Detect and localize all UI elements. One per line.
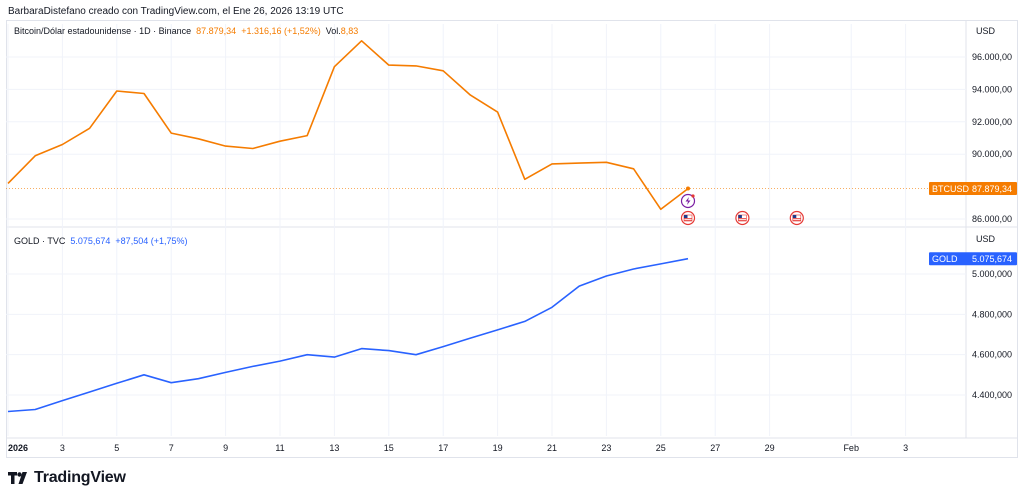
- y-tick-label: 94.000,00: [972, 84, 1012, 94]
- x-tick-label: 15: [384, 443, 394, 453]
- x-tick-label: 3: [60, 443, 65, 453]
- y-tick-label: 4.600,000: [972, 350, 1012, 360]
- last-tag-value: 87.879,34: [972, 184, 1012, 194]
- last-tag-value: 5.075,674: [972, 254, 1012, 264]
- btc-series-line[interactable]: [7, 39, 689, 211]
- currency-label: USD: [976, 26, 996, 36]
- x-tick-label: 2026: [8, 443, 28, 453]
- us-flag-canton: [792, 215, 797, 218]
- gold-legend-name: GOLD · TVC: [14, 236, 66, 246]
- btc-last-point: [686, 186, 690, 191]
- last-tag-symbol: GOLD: [932, 254, 958, 264]
- x-tick-label: 3: [903, 443, 908, 453]
- btc-legend-vol-label: Vol.: [325, 26, 341, 36]
- gold-legend: GOLD · TVC 5.075,674 +87,504 (+1,75%): [14, 236, 187, 246]
- y-tick-label: 92.000,00: [972, 117, 1012, 127]
- tradingview-logo-icon: [8, 472, 27, 484]
- x-tick-label: 19: [493, 443, 503, 453]
- gold-last-tag: [929, 252, 1017, 266]
- event-badge-dot: [691, 194, 695, 198]
- gold-series-line[interactable]: [7, 257, 689, 413]
- btc-legend-vol-value: 8,83: [340, 26, 359, 36]
- y-tick-label: 4.800,000: [972, 309, 1012, 319]
- x-tick-label: 13: [329, 443, 339, 453]
- chart-author-caption: BarbaraDistefano creado con TradingView.…: [8, 6, 344, 17]
- x-tick-label: 11: [275, 443, 284, 453]
- x-tick-label: Feb: [843, 443, 859, 453]
- tradingview-brand-text: TradingView: [34, 469, 126, 486]
- tradingview-logo[interactable]: TradingView: [8, 469, 126, 487]
- x-tick-label: 7: [169, 443, 174, 453]
- us-flag-canton: [738, 215, 742, 218]
- y-tick-label: 90.000,00: [972, 149, 1012, 159]
- chart-frame: [6, 20, 1018, 458]
- currency-label: USD: [976, 234, 996, 244]
- btc-last-tag: [929, 182, 1017, 196]
- btc-legend: Bitcoin/Dólar estadounidense · 1D · Bina…: [14, 26, 358, 36]
- x-tick-label: 21: [547, 443, 557, 453]
- x-tick-label: 9: [223, 443, 228, 453]
- last-tag-symbol: BTCUSD: [932, 184, 970, 194]
- btc-legend-price: 87.879,34: [196, 26, 237, 36]
- y-tick-label: 5.000,000: [972, 269, 1012, 279]
- y-tick-label: 4.400,000: [972, 390, 1012, 400]
- us-flag-canton: [684, 215, 688, 218]
- x-tick-label: 27: [710, 443, 720, 453]
- x-tick-label: 29: [765, 443, 775, 453]
- btc-legend-change: +1.316,16 (+1,52%): [241, 26, 321, 36]
- gold-legend-price: 5.075,674: [70, 236, 111, 246]
- bolt-icon: [685, 197, 691, 205]
- x-tick-label: 17: [438, 443, 448, 453]
- y-tick-label: 96.000,00: [972, 52, 1012, 62]
- gold-legend-change: +87,504 (+1,75%): [115, 236, 188, 246]
- btc-legend-name: Bitcoin/Dólar estadounidense · 1D · Bina…: [14, 26, 192, 36]
- x-tick-label: 5: [114, 443, 119, 453]
- x-tick-label: 23: [601, 443, 611, 453]
- x-tick-label: 25: [656, 443, 666, 453]
- y-tick-label: 86.000,00: [972, 214, 1012, 224]
